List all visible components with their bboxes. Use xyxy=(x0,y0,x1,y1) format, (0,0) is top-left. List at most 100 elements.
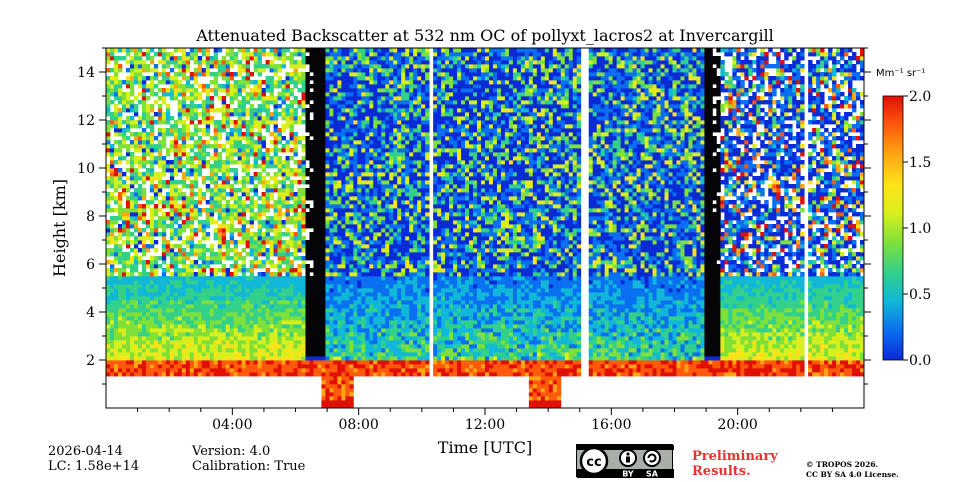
heatmap-cell xyxy=(106,296,111,301)
heatmap-cell xyxy=(337,132,342,137)
heatmap-cell xyxy=(193,208,199,213)
heatmap-cell xyxy=(153,292,159,297)
heatmap-cell xyxy=(369,48,374,53)
heatmap-cell xyxy=(321,248,326,253)
heatmap-cell xyxy=(341,316,346,321)
heatmap-cell xyxy=(325,296,330,301)
heatmap-cell xyxy=(181,240,187,245)
heatmap-cell xyxy=(261,192,266,197)
heatmap-cell xyxy=(245,124,251,129)
heatmap-cell xyxy=(329,356,334,361)
heatmap-cell xyxy=(353,144,358,149)
heatmap-cell xyxy=(341,176,346,181)
heatmap-cell xyxy=(301,80,306,85)
heatmap-cell xyxy=(133,204,139,209)
heatmap-cell xyxy=(109,240,115,245)
heatmap-cell xyxy=(325,96,330,101)
heatmap-cell xyxy=(313,68,318,73)
heatmap-cell xyxy=(353,128,358,133)
heatmap-cell xyxy=(197,336,203,341)
heatmap-cell xyxy=(145,84,151,89)
heatmap-cell xyxy=(241,276,247,281)
heatmap-cell xyxy=(249,224,255,229)
heatmap-cell xyxy=(213,328,219,333)
heatmap-cell xyxy=(141,104,147,109)
heatmap-cell xyxy=(285,332,290,337)
heatmap-cell xyxy=(353,280,358,285)
heatmap-cell xyxy=(377,136,382,141)
heatmap-cell xyxy=(313,144,318,149)
heatmap-cell xyxy=(317,188,322,193)
heatmap-cell xyxy=(193,168,199,173)
heatmap-cell xyxy=(173,228,179,233)
heatmap-cell xyxy=(205,348,211,353)
heatmap-cell xyxy=(329,120,334,125)
heatmap-cell xyxy=(309,68,314,73)
heatmap-cell xyxy=(221,188,227,193)
heatmap-cell xyxy=(106,180,111,185)
heatmap-cell xyxy=(265,128,270,133)
heatmap-cell xyxy=(125,212,131,217)
heatmap-cell xyxy=(321,376,326,381)
heatmap-cell xyxy=(205,296,211,301)
heatmap-cell xyxy=(357,92,362,97)
heatmap-cell xyxy=(129,92,135,97)
heatmap-cell xyxy=(353,236,358,241)
heatmap-cell xyxy=(297,312,302,317)
heatmap-cell xyxy=(277,128,282,133)
heatmap-cell xyxy=(341,336,346,341)
heatmap-cell xyxy=(185,108,191,113)
heatmap-cell xyxy=(157,312,163,317)
heatmap-cell xyxy=(277,212,282,217)
heatmap-cell xyxy=(161,252,167,257)
heatmap-cell xyxy=(149,220,155,225)
heatmap-cell xyxy=(353,340,358,345)
heatmap-cell xyxy=(329,240,334,245)
heatmap-cell xyxy=(377,204,382,209)
heatmap-cell xyxy=(221,344,227,349)
heatmap-cell xyxy=(337,220,342,225)
heatmap-cell xyxy=(353,188,358,193)
heatmap-cell xyxy=(233,324,239,329)
heatmap-cell xyxy=(157,176,163,181)
heatmap-cell xyxy=(261,160,266,165)
heatmap-cell xyxy=(181,212,187,217)
heatmap-cell xyxy=(209,212,215,217)
heatmap-cell xyxy=(345,148,350,153)
heatmap-cell xyxy=(321,268,326,273)
heatmap-cell xyxy=(305,280,310,285)
heatmap-cell xyxy=(205,312,211,317)
heatmap-cell xyxy=(325,380,330,385)
heatmap-cell xyxy=(217,60,223,65)
heatmap-cell xyxy=(157,324,163,329)
heatmap-cell xyxy=(373,252,378,257)
heatmap-cell xyxy=(249,332,255,337)
heatmap-cell xyxy=(341,332,346,337)
heatmap-cell xyxy=(106,204,111,209)
heatmap-cell xyxy=(113,104,119,109)
heatmap-cell xyxy=(349,380,354,385)
heatmap-cell xyxy=(301,92,306,97)
heatmap-cell xyxy=(321,244,326,249)
heatmap-cell xyxy=(213,304,219,309)
heatmap-cell xyxy=(197,352,203,357)
heatmap-cell xyxy=(313,288,318,293)
heatmap-cell xyxy=(361,184,366,189)
heatmap-cell xyxy=(225,152,231,157)
heatmap-cell xyxy=(129,104,135,109)
heatmap-cell xyxy=(341,356,346,361)
heatmap-cell xyxy=(305,144,310,149)
heatmap-cell xyxy=(313,164,318,169)
heatmap-cell xyxy=(249,52,255,57)
heatmap-cell xyxy=(277,348,282,353)
heatmap-cell xyxy=(285,76,290,81)
heatmap-cell xyxy=(125,312,131,317)
heatmap-cell xyxy=(361,116,366,121)
heatmap-cell xyxy=(169,260,175,265)
heatmap-cell xyxy=(149,124,155,129)
heatmap-cell xyxy=(325,240,330,245)
heatmap-cell xyxy=(109,368,115,373)
heatmap-cell xyxy=(117,112,123,117)
heatmap-cell xyxy=(321,344,326,349)
heatmap-cell xyxy=(269,92,274,97)
